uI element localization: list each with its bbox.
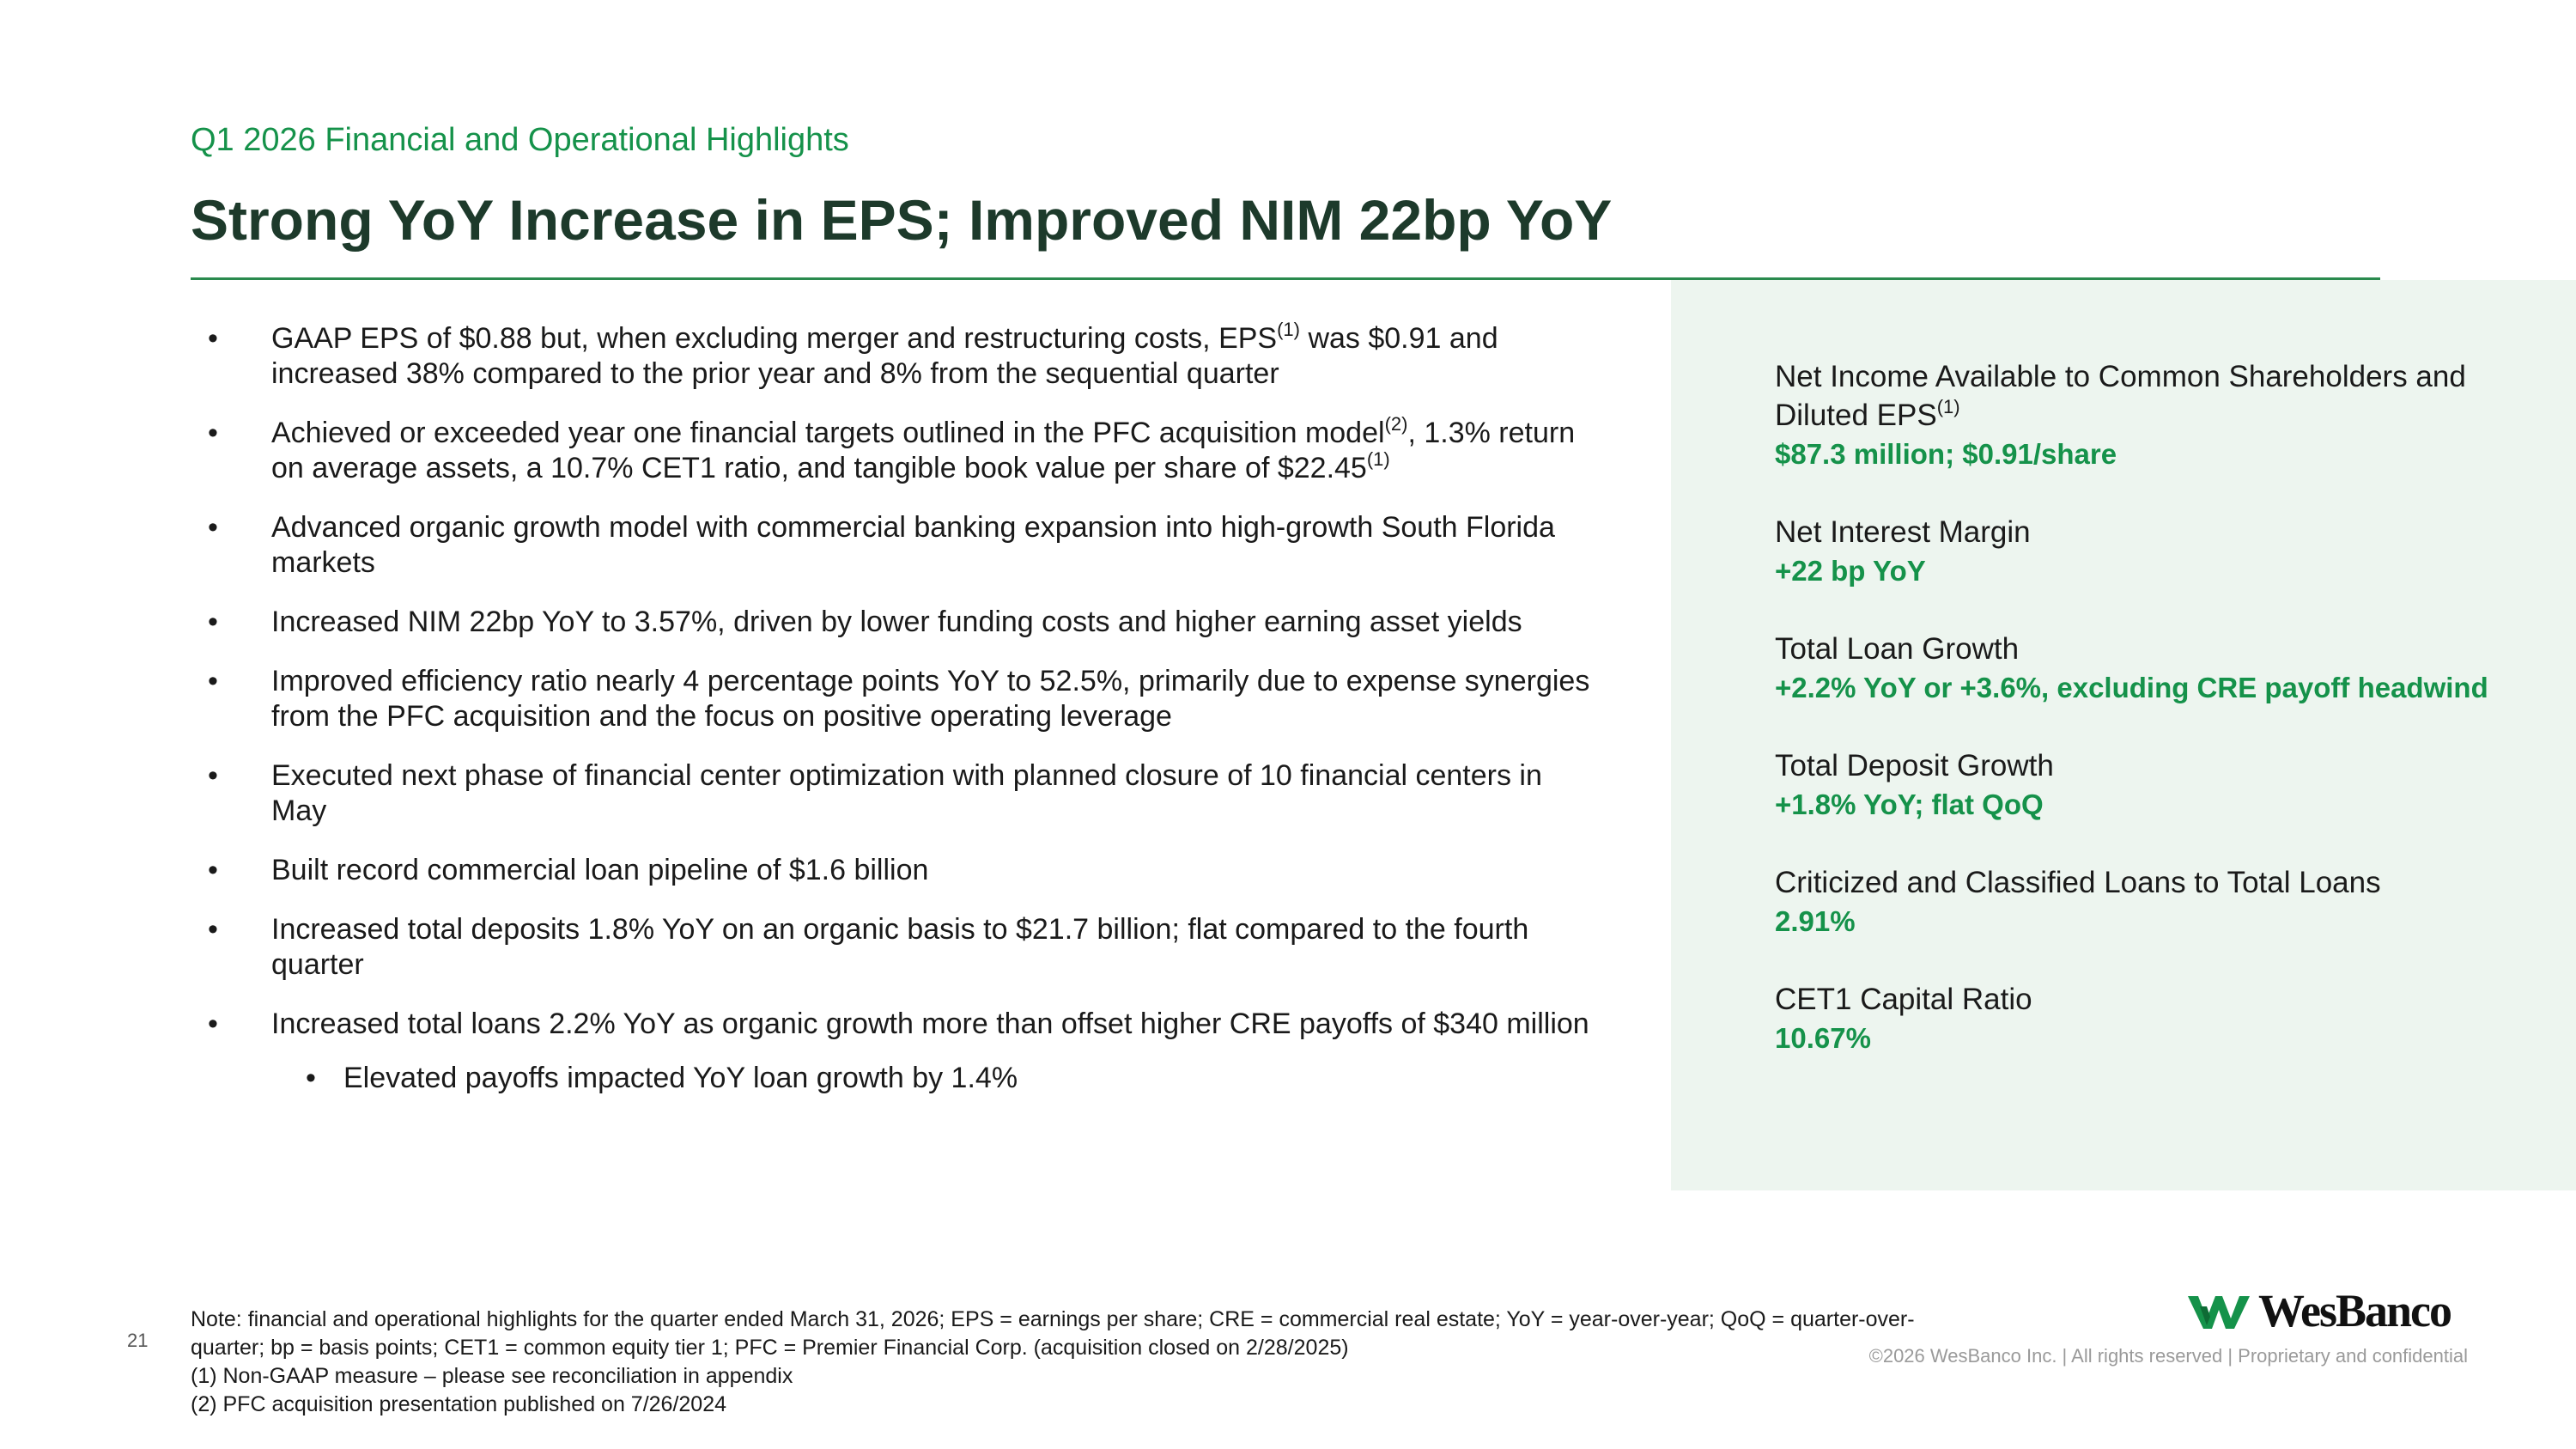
metric-total-deposit-growth: Total Deposit Growth +1.8% YoY; flat QoQ [1775,746,2530,824]
list-item: Executed next phase of financial center … [191,758,1599,829]
list-item: Increased total loans 2.2% YoY as organi… [191,1007,1599,1042]
footnotes: Note: financial and operational highligh… [191,1306,1959,1419]
footnote-note: Note: financial and operational highligh… [191,1307,1915,1360]
metric-label: Net Interest Margin [1775,515,2031,549]
list-item: Improved efficiency ratio nearly 4 perce… [191,664,1599,734]
metric-label: Total Loan Growth [1775,632,2020,666]
list-item: Built record commercial loan pipeline of… [191,853,1599,888]
slide-title: Strong YoY Increase in EPS; Improved NIM… [191,188,1613,252]
metric-label: CET1 Capital Ratio [1775,983,2032,1016]
footnote-2: (2) PFC acquisition presentation publish… [191,1392,727,1416]
metric-value: $87.3 million; $0.91/share [1775,438,2117,470]
list-item: Advanced organic growth model with comme… [191,510,1599,581]
metric-label: Total Deposit Growth [1775,749,2054,782]
page-number: 21 [127,1330,149,1351]
metric-total-loan-growth: Total Loan Growth +2.2% YoY or +3.6%, ex… [1775,630,2530,707]
logo-wordmark: WesBanco [2258,1285,2452,1336]
list-item: GAAP EPS of $0.88 but, when excluding me… [191,320,1599,392]
metric-net-interest-margin: Net Interest Margin +22 bp YoY [1775,513,2530,590]
wesbanco-logo: WesBanco [2188,1285,2452,1336]
key-metrics: Net Income Available to Common Sharehold… [1775,357,2530,1097]
metric-value: 10.67% [1775,1022,1871,1054]
metric-label: Criticized and Classified Loans to Total… [1775,866,2381,899]
metric-criticized-loans: Criticized and Classified Loans to Total… [1775,863,2530,941]
metric-value: 2.91% [1775,905,1856,937]
metric-cet1-ratio: CET1 Capital Ratio 10.67% [1775,980,2530,1057]
metric-label: Net Income Available to Common Sharehold… [1775,360,2466,432]
metrics-panel-background [1671,280,2576,1190]
slide-subtitle: Q1 2026 Financial and Operational Highli… [191,122,849,158]
highlights-list: GAAP EPS of $0.88 but, when excluding me… [191,320,1599,1097]
list-item: Increased total deposits 1.8% YoY on an … [191,912,1599,983]
metric-net-income: Net Income Available to Common Sharehold… [1775,357,2530,473]
list-item: Achieved or exceeded year one financial … [191,415,1599,486]
metric-value: +1.8% YoY; flat QoQ [1775,788,2044,820]
footnote-1: (1) Non-GAAP measure – please see reconc… [191,1364,793,1388]
sub-list-item: Elevated payoffs impacted YoY loan growt… [191,1061,1599,1096]
wesbanco-logo-icon [2188,1296,2250,1329]
metric-value: +2.2% YoY or +3.6%, excluding CRE payoff… [1775,672,2488,703]
list-item: Increased NIM 22bp YoY to 3.57%, driven … [191,605,1599,640]
copyright-notice: ©2026 WesBanco Inc. | All rights reserve… [1868,1345,2468,1367]
title-divider [191,277,2380,280]
metric-value: +22 bp YoY [1775,555,1926,587]
